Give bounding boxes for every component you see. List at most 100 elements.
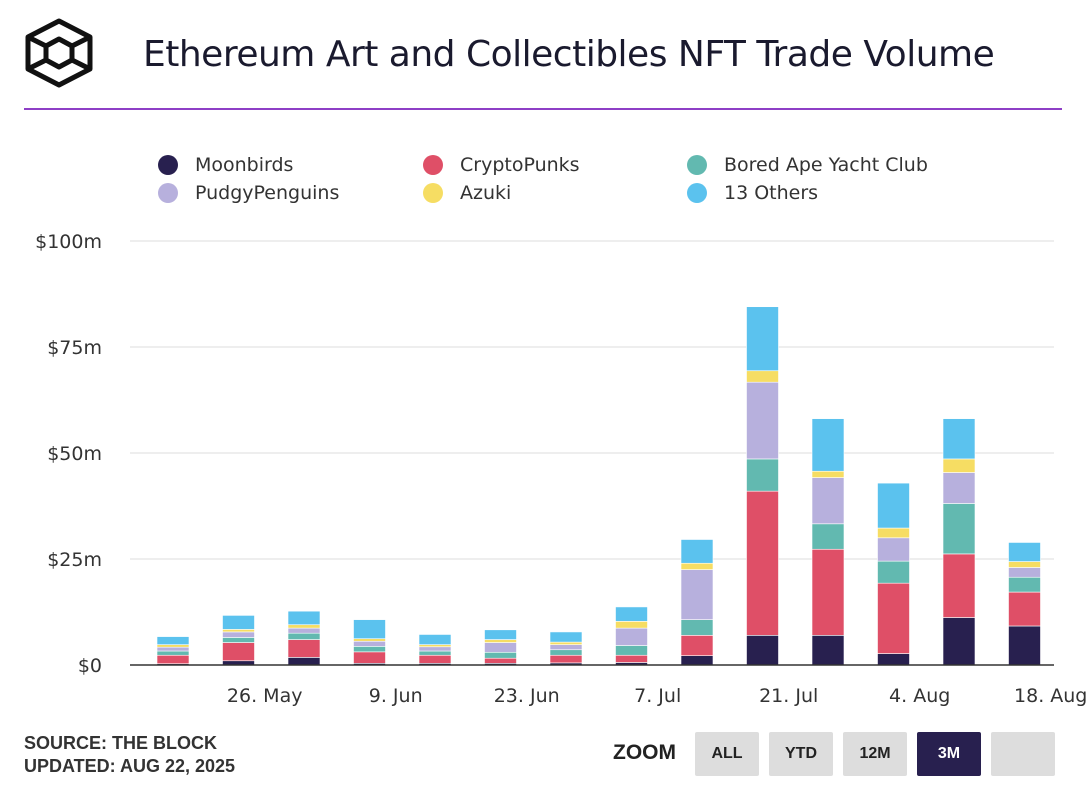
bar-segment-pudgypenguins[interactable] [680,569,714,620]
bar-segment-moonbirds[interactable] [942,617,976,666]
bar-segment-moonbirds[interactable] [1008,625,1041,666]
bar-segment-cryptopunks[interactable] [156,654,190,665]
bar-segment-bored-ape-yacht-club[interactable] [680,619,714,636]
zoom-extra-button[interactable] [991,732,1055,776]
bar-segment-13-others[interactable] [287,610,321,626]
bar-segment-bored-ape-yacht-club[interactable] [353,646,386,653]
bar-segment-azuki[interactable] [615,621,648,629]
bar-segment-moonbirds[interactable] [680,655,714,666]
bar-segment-cryptopunks[interactable] [877,582,910,654]
bar-segment-bored-ape-yacht-club[interactable] [1008,576,1041,593]
bar-segment-moonbirds[interactable] [287,657,321,666]
bar-segment-azuki[interactable] [287,624,321,629]
bar-segment-moonbirds[interactable] [746,635,779,666]
bar-segment-cryptopunks[interactable] [287,639,321,658]
bar-segment-pudgypenguins[interactable] [811,477,845,525]
bar-segment-bored-ape-yacht-club[interactable] [484,651,517,659]
bar-segment-cryptopunks[interactable] [680,635,714,656]
bar-segment-cryptopunks[interactable] [746,490,779,636]
bar-segment-bored-ape-yacht-club[interactable] [811,523,845,550]
bar-segment-cryptopunks[interactable] [615,654,648,663]
bar-segment-13-others[interactable] [156,636,190,645]
bar-segment-bored-ape-yacht-club[interactable] [615,645,648,656]
bar-segment-bored-ape-yacht-club[interactable] [877,560,910,584]
bar-segment-pudgypenguins[interactable] [353,640,386,647]
x-tick-label: 7. Jul [634,685,681,707]
bar-segment-azuki[interactable] [680,562,714,570]
bar-segment-cryptopunks[interactable] [484,657,517,664]
y-tick-label: $50m [47,443,102,465]
bar-segment-azuki[interactable] [156,644,190,648]
legend-label: Bored Ape Yacht Club [724,154,928,176]
bar-segment-cryptopunks[interactable] [811,548,845,636]
legend-item-pudgypenguins[interactable]: PudgyPenguins [158,182,339,204]
bar-segment-13-others[interactable] [746,306,779,372]
bar-segment-bored-ape-yacht-club[interactable] [549,649,583,656]
bar-segment-pudgypenguins[interactable] [222,631,255,638]
bar-segment-pudgypenguins[interactable] [746,381,779,460]
legend-item-moonbirds[interactable]: Moonbirds [158,154,293,176]
bar-segment-pudgypenguins[interactable] [484,642,517,653]
bar-segment-13-others[interactable] [1008,542,1041,562]
bar-segment-cryptopunks[interactable] [942,553,976,618]
bar-segment-cryptopunks[interactable] [353,651,386,664]
legend-item-azuki[interactable]: Azuki [423,182,511,204]
bar-segment-pudgypenguins[interactable] [287,627,321,634]
zoom-all-button[interactable]: ALL [695,732,759,776]
bar-segment-13-others[interactable] [680,539,714,564]
zoom-12m-button[interactable]: 12M [843,732,907,776]
bar-segment-bored-ape-yacht-club[interactable] [156,650,190,656]
bar-segment-moonbirds[interactable] [877,653,910,666]
bar-segment-azuki[interactable] [222,629,255,633]
bar-segment-13-others[interactable] [877,482,910,529]
legend-dot-azuki [423,183,443,203]
zoom-ytd-button[interactable]: YTD [769,732,833,776]
bar-segment-cryptopunks[interactable] [1008,591,1041,627]
legend-label: PudgyPenguins [195,182,340,204]
bar-segment-pudgypenguins[interactable] [877,537,910,562]
bar-segment-13-others[interactable] [353,619,386,640]
x-tick-label: 9. Jun [369,685,423,707]
legend-item-13-others[interactable]: 13 Others [687,182,818,204]
bar-segment-azuki[interactable] [1008,561,1041,568]
zoom-3m-button[interactable]: 3M [917,732,981,776]
bar-segment-13-others[interactable] [615,606,648,622]
bar-segment-pudgypenguins[interactable] [615,627,648,646]
bar-segment-bored-ape-yacht-club[interactable] [942,503,976,555]
bar-segment-pudgypenguins[interactable] [418,646,452,652]
updated-text: UPDATED: AUG 22, 2025 [24,756,236,776]
legend-item-bored-ape-yacht-club[interactable]: Bored Ape Yacht Club [687,154,928,176]
zoom-label: ZOOM [613,741,676,764]
bar-segment-13-others[interactable] [418,634,452,645]
bar-segment-13-others[interactable] [484,629,517,640]
bar-segment-13-others[interactable] [942,418,976,460]
bar-segment-azuki[interactable] [877,527,910,539]
bar-segment-azuki[interactable] [549,641,583,645]
bar-segment-13-others[interactable] [811,418,845,472]
legend-item-cryptopunks[interactable]: CryptoPunks [423,154,580,176]
bar-segment-azuki[interactable] [811,470,845,478]
bar-segment-cryptopunks[interactable] [418,654,452,664]
bar-segment-pudgypenguins[interactable] [1008,567,1041,578]
bar-segment-cryptopunks[interactable] [549,654,583,664]
bar-segment-cryptopunks[interactable] [222,642,255,662]
bar-segment-azuki[interactable] [746,370,779,383]
bar-segment-azuki[interactable] [418,644,452,648]
bar-segment-bored-ape-yacht-club[interactable] [287,632,321,640]
the-block-logo-icon [25,18,93,88]
bar-segment-pudgypenguins[interactable] [942,472,976,504]
bar-segment-azuki[interactable] [484,639,517,643]
bar-segment-13-others[interactable] [549,631,583,643]
bar-segment-pudgypenguins[interactable] [156,646,190,652]
bar-segment-azuki[interactable] [353,638,386,642]
bar-segment-bored-ape-yacht-club[interactable] [746,458,779,492]
bar-segment-bored-ape-yacht-club[interactable] [418,650,452,656]
bar-segment-pudgypenguins[interactable] [549,644,583,651]
bar-segment-13-others[interactable] [222,615,255,630]
y-tick-label: $25m [47,549,102,571]
bar-segment-azuki[interactable] [942,458,976,473]
bar-segment-bored-ape-yacht-club[interactable] [222,637,255,643]
grid-lines [130,240,1054,560]
bar-segment-moonbirds[interactable] [811,635,845,666]
x-tick-label: 18. Aug [1014,685,1086,707]
